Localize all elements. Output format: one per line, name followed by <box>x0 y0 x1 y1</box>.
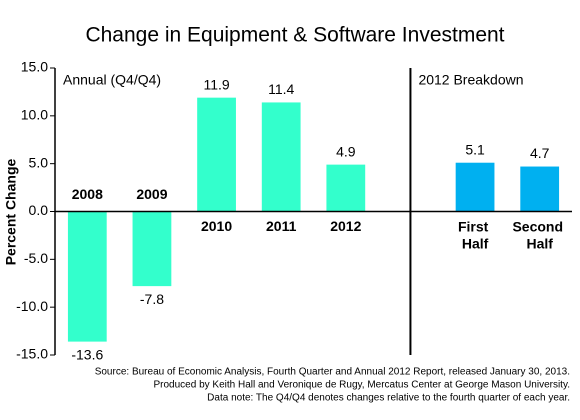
y-tick-label: 0.0 <box>29 202 49 218</box>
x-tick-label: 2011 <box>266 218 297 234</box>
x-tick-label: 2009 <box>136 186 167 202</box>
y-tick-label: -5.0 <box>24 250 48 266</box>
x-tick-label: First Half <box>458 218 492 251</box>
y-tick-label: 10.0 <box>21 107 48 123</box>
value-label: 11.9 <box>203 76 229 92</box>
y-tick-label: 5.0 <box>29 154 49 170</box>
source-note: Produced by Keith Hall and Veronique de … <box>153 380 570 391</box>
bar <box>197 97 236 212</box>
x-tick-label: 2012 <box>330 218 361 234</box>
y-tick-label: -15.0 <box>16 346 48 362</box>
value-label: 4.9 <box>336 143 356 159</box>
x-tick-label: 2010 <box>201 218 232 234</box>
panel-label: Annual (Q4/Q4) <box>63 72 161 88</box>
y-tick-label: -10.0 <box>16 298 48 314</box>
x-tick-label: 2008 <box>72 186 103 202</box>
value-label: -13.6 <box>71 346 103 362</box>
y-axis-label: Percent Change <box>3 158 19 265</box>
bar <box>455 162 495 212</box>
bar <box>520 166 560 212</box>
source-note: Source: Bureau of Economic Analysis, Fou… <box>95 367 570 378</box>
source-note: Data note: The Q4/Q4 denotes changes rel… <box>207 393 570 404</box>
bar <box>67 211 107 342</box>
chart-title: Change in Equipment & Software Investmen… <box>85 24 504 47</box>
value-label: 4.7 <box>530 145 550 161</box>
value-label: -7.8 <box>140 291 164 307</box>
y-tick-label: 15.0 <box>21 59 48 75</box>
x-tick-label: Second Half <box>512 218 566 251</box>
value-label: 5.1 <box>465 141 485 157</box>
bar <box>326 164 366 212</box>
bar <box>132 211 172 287</box>
value-label: 11.4 <box>268 81 294 97</box>
bar <box>261 102 301 212</box>
panel-label: 2012 Breakdown <box>418 72 523 88</box>
